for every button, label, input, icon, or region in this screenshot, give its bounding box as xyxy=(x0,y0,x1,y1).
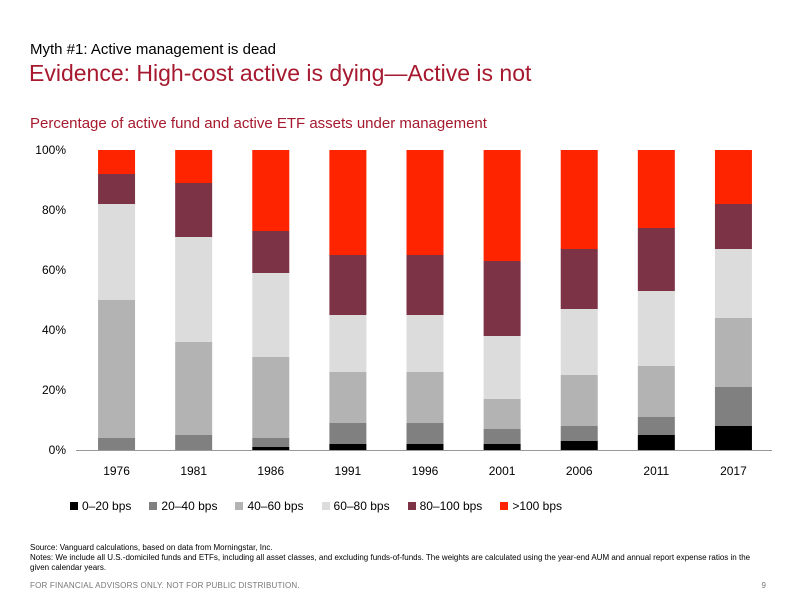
bar-segment xyxy=(329,255,367,315)
y-tick-label: 80% xyxy=(42,203,66,217)
bar-segment xyxy=(637,150,675,228)
bar-segment xyxy=(329,372,367,423)
legend-label: 40–60 bps xyxy=(247,499,304,513)
bar-segment xyxy=(637,228,675,291)
bar-segment xyxy=(175,342,213,435)
bar-segment xyxy=(175,435,213,450)
y-tick-label: 60% xyxy=(42,263,66,277)
x-tick-label: 1986 xyxy=(257,464,284,478)
legend-label: 20–40 bps xyxy=(161,499,218,513)
legend-swatch xyxy=(149,502,158,510)
x-tick-label: 2001 xyxy=(489,464,516,478)
bar-segment xyxy=(98,204,136,300)
bar-segment xyxy=(252,447,290,450)
bar-segment xyxy=(714,249,752,318)
legend-item: 20–40 bps xyxy=(149,499,217,513)
bar-segment xyxy=(406,255,444,315)
x-tick-label: 1991 xyxy=(335,464,362,478)
footer-disclaimer: FOR FINANCIAL ADVISORS ONLY. NOT FOR PUB… xyxy=(30,581,300,590)
legend-swatch xyxy=(70,502,78,510)
bar-segment xyxy=(637,417,675,435)
page-number: 9 xyxy=(761,581,766,590)
legend-label: 0–20 bps xyxy=(82,499,132,513)
bar-segment xyxy=(714,204,752,249)
chart-legend: 0–20 bps 20–40 bps 40–60 bps 60–80 bps 80–10… xyxy=(70,499,580,513)
slide-kicker: Myth #1: Active management is dead xyxy=(30,41,276,58)
source-note: Source: Vanguard calculations, based on … xyxy=(30,543,273,552)
bar-segment xyxy=(406,423,444,444)
legend-item: 60–80 bps xyxy=(321,499,390,513)
bar-segment xyxy=(329,150,367,255)
x-tick-label: 2017 xyxy=(720,464,747,478)
legend-label: 60–80 bps xyxy=(333,499,390,513)
y-tick-label: 100% xyxy=(35,143,66,157)
legend-swatch xyxy=(500,502,509,510)
bar-segment xyxy=(560,150,598,249)
bar-segment xyxy=(714,387,752,426)
bar-segment xyxy=(252,273,290,357)
bar-segment xyxy=(98,174,136,204)
bar-segment xyxy=(329,444,367,450)
x-tick-label: 2011 xyxy=(643,464,669,478)
x-tick-label: 2006 xyxy=(566,464,593,478)
legend-label: 80–100 bps xyxy=(419,499,483,513)
bar-segment xyxy=(714,426,752,450)
bar-segment xyxy=(637,366,675,417)
bar-segment xyxy=(714,318,752,387)
bar-segment xyxy=(252,438,290,447)
bar-segment xyxy=(560,249,598,309)
y-tick-label: 20% xyxy=(42,383,66,397)
legend-item: >100 bps xyxy=(500,499,562,513)
bar-segment xyxy=(406,444,444,450)
bar-segment xyxy=(98,150,136,174)
y-tick-label: 40% xyxy=(42,323,66,337)
stacked-bar-chart: 0% 20% 40% 60% 80% 100% 1976 1981 1986 1991 1996 20… xyxy=(35,143,772,478)
y-tick-label: 0% xyxy=(49,443,67,457)
x-tick-label: 1981 xyxy=(180,464,207,478)
bar-segment xyxy=(483,399,521,429)
bar-segment xyxy=(714,150,752,204)
bar-segment xyxy=(483,336,521,399)
legend-item: 80–100 bps xyxy=(407,499,483,513)
bar-segment xyxy=(98,438,136,450)
methodology-note: Notes: We include all U.S.-domiciled fun… xyxy=(30,553,751,572)
bar-segment xyxy=(406,372,444,423)
x-tick-label: 1976 xyxy=(103,464,130,478)
legend-item: 0–20 bps xyxy=(70,499,131,513)
bar-segment xyxy=(560,426,598,441)
legend-swatch xyxy=(321,502,330,510)
bar-segment xyxy=(329,423,367,444)
bar-segment xyxy=(329,315,367,372)
bar-segment xyxy=(98,300,136,438)
bar-segment xyxy=(560,375,598,426)
bar-segment xyxy=(483,261,521,336)
legend-swatch xyxy=(407,502,416,510)
bar-segment xyxy=(252,231,290,273)
bar-segment xyxy=(483,444,521,450)
slide-headline: Evidence: High-cost active is dying—Acti… xyxy=(29,60,532,86)
bar-segment xyxy=(252,150,290,231)
bar-segment xyxy=(483,429,521,444)
bar-segment xyxy=(175,237,213,342)
x-tick-label: 1996 xyxy=(412,464,439,478)
bar-segment xyxy=(175,150,213,183)
chart-notes: Source: Vanguard calculations, based on … xyxy=(30,543,770,573)
bar-segment xyxy=(175,183,213,237)
bar-segment xyxy=(406,150,444,255)
bar-segment xyxy=(560,441,598,450)
bar-segment xyxy=(406,315,444,372)
bar-segment xyxy=(252,357,290,438)
legend-swatch xyxy=(235,502,244,510)
legend-item: 40–60 bps xyxy=(235,499,304,513)
bar-segment xyxy=(483,150,521,261)
bar-segment xyxy=(637,435,675,450)
legend-label: >100 bps xyxy=(512,499,563,513)
chart-title: Percentage of active fund and active ETF… xyxy=(30,115,487,132)
bar-segment xyxy=(560,309,598,375)
bar-segment xyxy=(637,291,675,366)
